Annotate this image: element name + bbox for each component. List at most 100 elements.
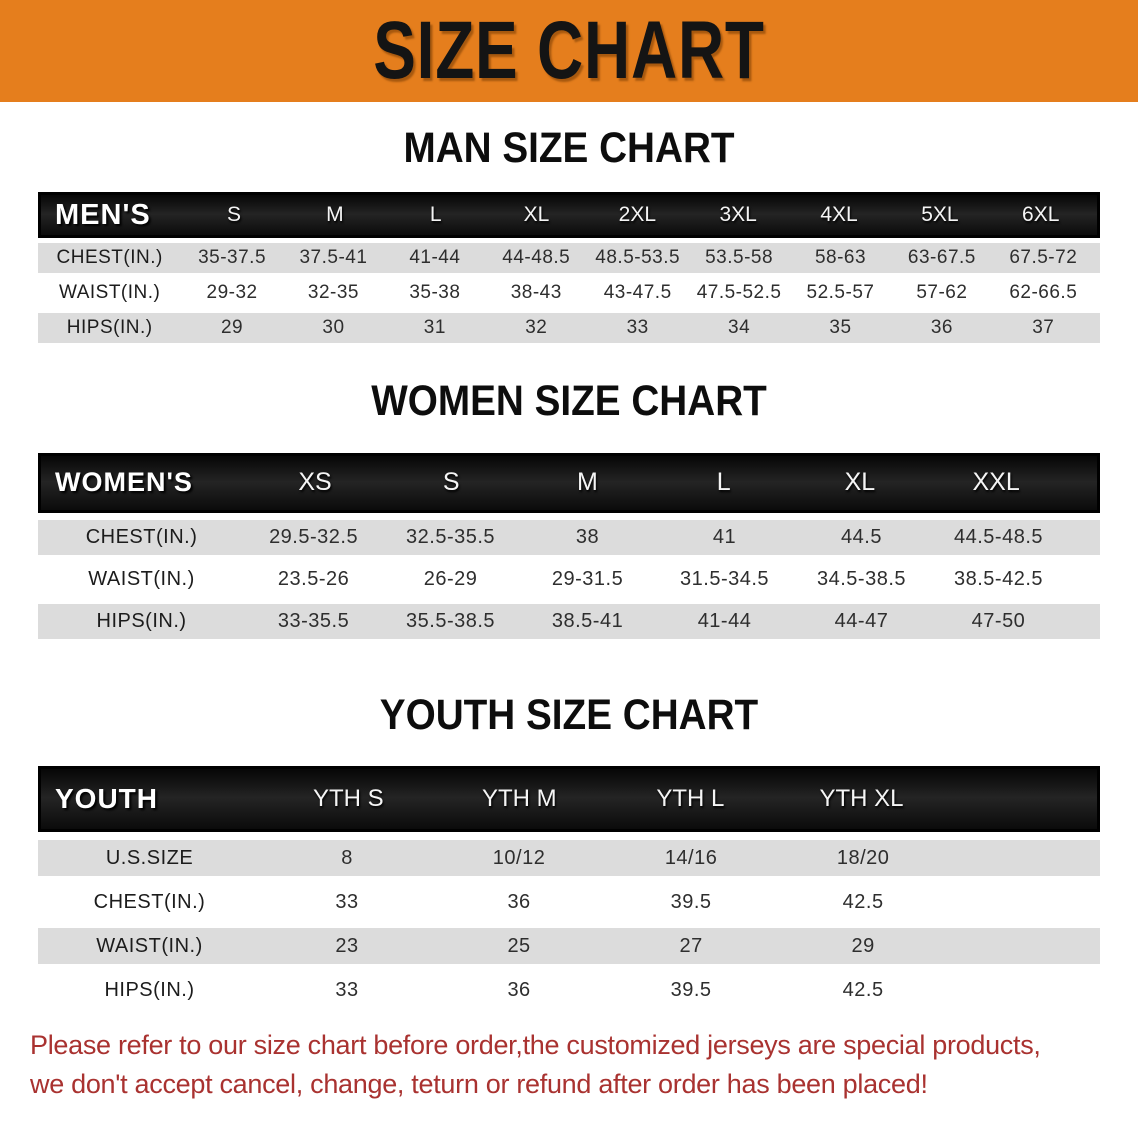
women-size-table: WOMEN'S XS S M L XL XXL CHEST(IN.) 29.5-32.5 32.5… bbox=[38, 452, 1100, 639]
men-value-cell: 48.5-53.5 bbox=[595, 247, 681, 269]
women-table-header-row: WOMEN'S XS S M L XL XXL bbox=[38, 452, 1100, 513]
women-value-cell: 31.5-34.5 bbox=[680, 567, 770, 590]
youth-row-chestin.: CHEST(IN.) 33 36 39.5 42.5 bbox=[38, 884, 1100, 920]
men-value-cell: 30 bbox=[322, 317, 345, 339]
women-value-cell: 34.5-38.5 bbox=[817, 567, 907, 590]
men-table-title: MEN'S bbox=[55, 198, 151, 231]
men-value-cell: 52.5-57 bbox=[806, 282, 875, 304]
men-value-cell: 29-32 bbox=[206, 282, 258, 304]
youth-size-chart-heading: YOUTH SIZE CHART bbox=[379, 690, 759, 739]
women-size-xxl: XXL bbox=[972, 468, 1020, 497]
youth-value-cell: 42.5 bbox=[842, 890, 884, 913]
youth-table-header-row: YOUTH YTH S YTH M YTH L YTH XL bbox=[38, 766, 1100, 833]
youth-value-cell: 27 bbox=[679, 934, 703, 957]
men-row-chestin.: CHEST(IN.) 35-37.5 37.5-41 41-44 44-48.5 48.5… bbox=[38, 243, 1100, 274]
men-value-cell: 32-35 bbox=[307, 282, 360, 304]
youth-row-u.s.size: U.S.SIZE 8 10/12 14/16 18/20 bbox=[38, 840, 1100, 877]
women-value-cell: 44-47 bbox=[834, 609, 889, 632]
men-value-cell: 58-63 bbox=[814, 247, 867, 269]
youth-value-cell: 39.5 bbox=[670, 890, 712, 913]
women-value-cell: 47-50 bbox=[971, 609, 1026, 632]
men-value-cell: 53.5-58 bbox=[705, 247, 774, 269]
women-size-xs: XS bbox=[298, 468, 332, 497]
disclaimer: Please refer to our size chart before or… bbox=[0, 1026, 1138, 1104]
men-value-cell: 36 bbox=[930, 317, 953, 339]
women-row-hipsin.: HIPS(IN.) 33-35.5 35.5-38.5 38.5-41 41-44 44-… bbox=[38, 603, 1100, 639]
men-value-cell: 34 bbox=[728, 317, 751, 339]
men-value-cell: 57-62 bbox=[916, 282, 968, 304]
women-row-label: WAIST(IN.) bbox=[88, 567, 195, 590]
men-size-xl: XL bbox=[523, 203, 550, 227]
youth-value-cell: 25 bbox=[507, 934, 531, 957]
women-table-body: CHEST(IN.) 29.5-32.5 32.5-35.5 38 41 44.5 44.5… bbox=[38, 519, 1100, 639]
youth-row-label: WAIST(IN.) bbox=[96, 934, 203, 957]
men-size-2xl: 2XL bbox=[618, 203, 657, 227]
men-value-cell: 47.5-52.5 bbox=[696, 282, 782, 304]
men-value-cell: 37.5-41 bbox=[299, 247, 368, 269]
youth-row-hipsin.: HIPS(IN.) 33 36 39.5 42.5 bbox=[38, 972, 1100, 1008]
youth-value-cell: 36 bbox=[507, 890, 531, 913]
youth-value-cell: 10/12 bbox=[492, 846, 546, 869]
disclaimer-line-2: we don't accept cancel, change, teturn o… bbox=[30, 1069, 928, 1100]
women-value-cell: 35.5-38.5 bbox=[406, 609, 496, 632]
men-table-body: CHEST(IN.) 35-37.5 37.5-41 41-44 44-48.5 48.5… bbox=[38, 243, 1100, 344]
women-value-cell: 41 bbox=[712, 525, 737, 548]
women-value-cell: 33-35.5 bbox=[277, 609, 350, 632]
men-size-s: S bbox=[226, 203, 241, 227]
women-value-cell: 23.5-26 bbox=[277, 567, 350, 590]
men-value-cell: 44-48.5 bbox=[502, 247, 571, 269]
women-value-cell: 38.5-42.5 bbox=[953, 567, 1043, 590]
men-row-label: CHEST(IN.) bbox=[56, 247, 163, 269]
women-value-cell: 38 bbox=[575, 525, 600, 548]
women-row-waistin.: WAIST(IN.) 23.5-26 26-29 29-31.5 31.5-34.5 34… bbox=[38, 562, 1100, 597]
women-size-l: L bbox=[716, 468, 731, 497]
men-row-label: HIPS(IN.) bbox=[66, 317, 153, 339]
youth-value-cell: 33 bbox=[335, 978, 359, 1001]
men-value-cell: 35-37.5 bbox=[198, 247, 267, 269]
men-size-4xl: 4XL bbox=[820, 203, 858, 227]
men-value-cell: 35-38 bbox=[409, 282, 461, 304]
men-value-cell: 41-44 bbox=[409, 247, 461, 269]
man-size-chart-heading: MAN SIZE CHART bbox=[403, 124, 735, 172]
men-size-m: M bbox=[326, 203, 344, 227]
youth-table-title: YOUTH bbox=[55, 783, 158, 815]
women-row-label: CHEST(IN.) bbox=[85, 525, 198, 548]
youth-value-cell: 23 bbox=[335, 934, 359, 957]
youth-row-label: HIPS(IN.) bbox=[104, 978, 195, 1001]
men-size-3xl: 3XL bbox=[719, 203, 757, 227]
men-value-cell: 33 bbox=[626, 317, 649, 339]
men-value-cell: 35 bbox=[829, 317, 852, 339]
youth-value-cell: 42.5 bbox=[842, 978, 884, 1001]
women-value-cell: 44.5-48.5 bbox=[953, 525, 1043, 548]
women-row-label: HIPS(IN.) bbox=[96, 609, 187, 632]
banner-title: SIZE CHART bbox=[373, 5, 765, 96]
men-row-hipsin.: HIPS(IN.) 29 30 31 32 33 34 35 36 37 bbox=[38, 313, 1100, 344]
women-size-chart-heading: WOMEN SIZE CHART bbox=[371, 377, 767, 426]
women-value-cell: 29-31.5 bbox=[551, 567, 624, 590]
women-value-cell: 38.5-41 bbox=[551, 609, 624, 632]
youth-size-yth-xl: YTH XL bbox=[819, 785, 904, 813]
women-value-cell: 26-29 bbox=[423, 567, 478, 590]
men-value-cell: 67.5-72 bbox=[1009, 247, 1078, 269]
men-value-cell: 29 bbox=[220, 317, 244, 339]
size-chart-banner: SIZE CHART bbox=[0, 0, 1138, 102]
youth-row-waistin.: WAIST(IN.) 23 25 27 29 bbox=[38, 928, 1100, 965]
men-size-table: MEN'S S M L XL 2XL 3XL 4XL 5XL 6XL CHEST(IN.) 35-37… bbox=[38, 192, 1100, 344]
youth-value-cell: 36 bbox=[507, 978, 531, 1001]
youth-value-cell: 29 bbox=[851, 934, 875, 957]
men-value-cell: 38-43 bbox=[510, 282, 562, 304]
women-size-s: S bbox=[442, 468, 460, 497]
women-row-chestin.: CHEST(IN.) 29.5-32.5 32.5-35.5 38 41 44.5 44.5… bbox=[38, 519, 1100, 555]
men-size-5xl: 5XL bbox=[921, 203, 959, 227]
women-size-xl: XL bbox=[844, 468, 876, 497]
youth-value-cell: 33 bbox=[335, 890, 359, 913]
youth-value-cell: 8 bbox=[341, 846, 353, 869]
youth-value-cell: 18/20 bbox=[836, 846, 890, 869]
women-value-cell: 29.5-32.5 bbox=[269, 525, 359, 548]
women-value-cell: 41-44 bbox=[697, 609, 752, 632]
men-row-waistin.: WAIST(IN.) 29-32 32-35 35-38 38-43 43-47.5 47.… bbox=[38, 278, 1100, 308]
men-row-label: WAIST(IN.) bbox=[58, 282, 161, 304]
youth-size-yth-m: YTH M bbox=[482, 785, 557, 813]
youth-row-label: U.S.SIZE bbox=[105, 846, 194, 869]
youth-size-yth-s: YTH S bbox=[312, 785, 384, 813]
